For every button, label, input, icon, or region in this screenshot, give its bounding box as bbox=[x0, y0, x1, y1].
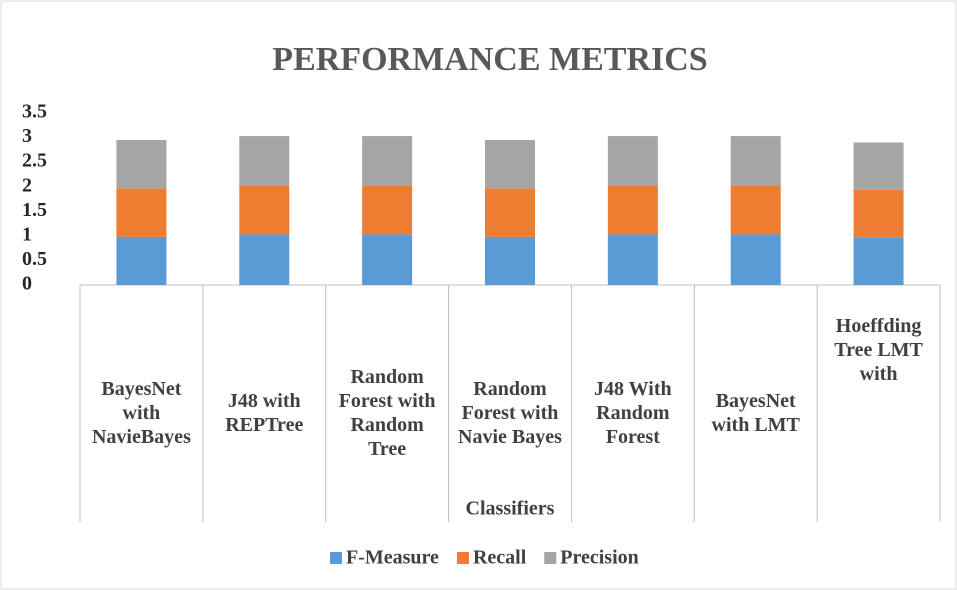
chart-title: PERFORMANCE METRICS bbox=[272, 41, 707, 78]
bar-segment bbox=[853, 237, 904, 285]
bar-segment bbox=[853, 189, 904, 238]
y-tick-label: 2.5 bbox=[22, 150, 47, 172]
bar-segment bbox=[730, 234, 781, 285]
x-tick-label: BayesNet with LMT bbox=[711, 389, 800, 436]
bar-segment bbox=[362, 136, 413, 186]
bar-segment bbox=[239, 136, 290, 186]
bar-segment bbox=[607, 185, 658, 235]
y-tick-label: 1 bbox=[22, 223, 32, 245]
bar-segment bbox=[362, 234, 413, 285]
x-tick-label: BayesNet with NavieBayes bbox=[91, 377, 191, 448]
legend-label: Precision bbox=[560, 547, 639, 569]
bar-segment bbox=[607, 234, 658, 285]
bar-segment bbox=[853, 142, 904, 190]
bar-segment bbox=[362, 185, 413, 235]
bar-segment bbox=[116, 188, 167, 237]
legend-swatch bbox=[544, 552, 557, 564]
x-tick-label: Random Forest with Navie Bayes bbox=[458, 377, 562, 448]
y-tick-label: 1.5 bbox=[22, 199, 47, 221]
legend-label: F-Measure bbox=[346, 547, 439, 569]
y-tick-label: 0 bbox=[22, 273, 32, 295]
x-tick-label: Random Forest with Random Tree bbox=[338, 365, 436, 460]
x-tick-label: Hoeffding Tree LMT with bbox=[834, 315, 923, 385]
bar-segment bbox=[607, 136, 658, 186]
y-tick-label: 2 bbox=[22, 174, 32, 196]
bar-segment bbox=[730, 136, 781, 186]
bar-segment bbox=[485, 236, 535, 285]
bar-segment bbox=[730, 185, 781, 235]
legend-swatch bbox=[456, 552, 469, 564]
bar-segment bbox=[116, 236, 167, 285]
x-tick-label: J48 with REPTree bbox=[225, 389, 304, 436]
y-tick-label: 3.5 bbox=[22, 101, 47, 123]
legend-label: Recall bbox=[473, 547, 527, 569]
y-tick-label: 3 bbox=[22, 125, 32, 147]
x-tick-label: J48 With Random Forest bbox=[594, 377, 672, 448]
bar-segment bbox=[239, 185, 290, 235]
bar-segment bbox=[485, 188, 535, 237]
bar-segment bbox=[116, 140, 167, 189]
legend-swatch bbox=[330, 552, 342, 564]
y-tick-label: 0.5 bbox=[22, 248, 47, 270]
x-axis-label: Classifiers bbox=[466, 498, 555, 520]
bar-segment bbox=[239, 234, 290, 285]
bar-segment bbox=[485, 140, 535, 189]
